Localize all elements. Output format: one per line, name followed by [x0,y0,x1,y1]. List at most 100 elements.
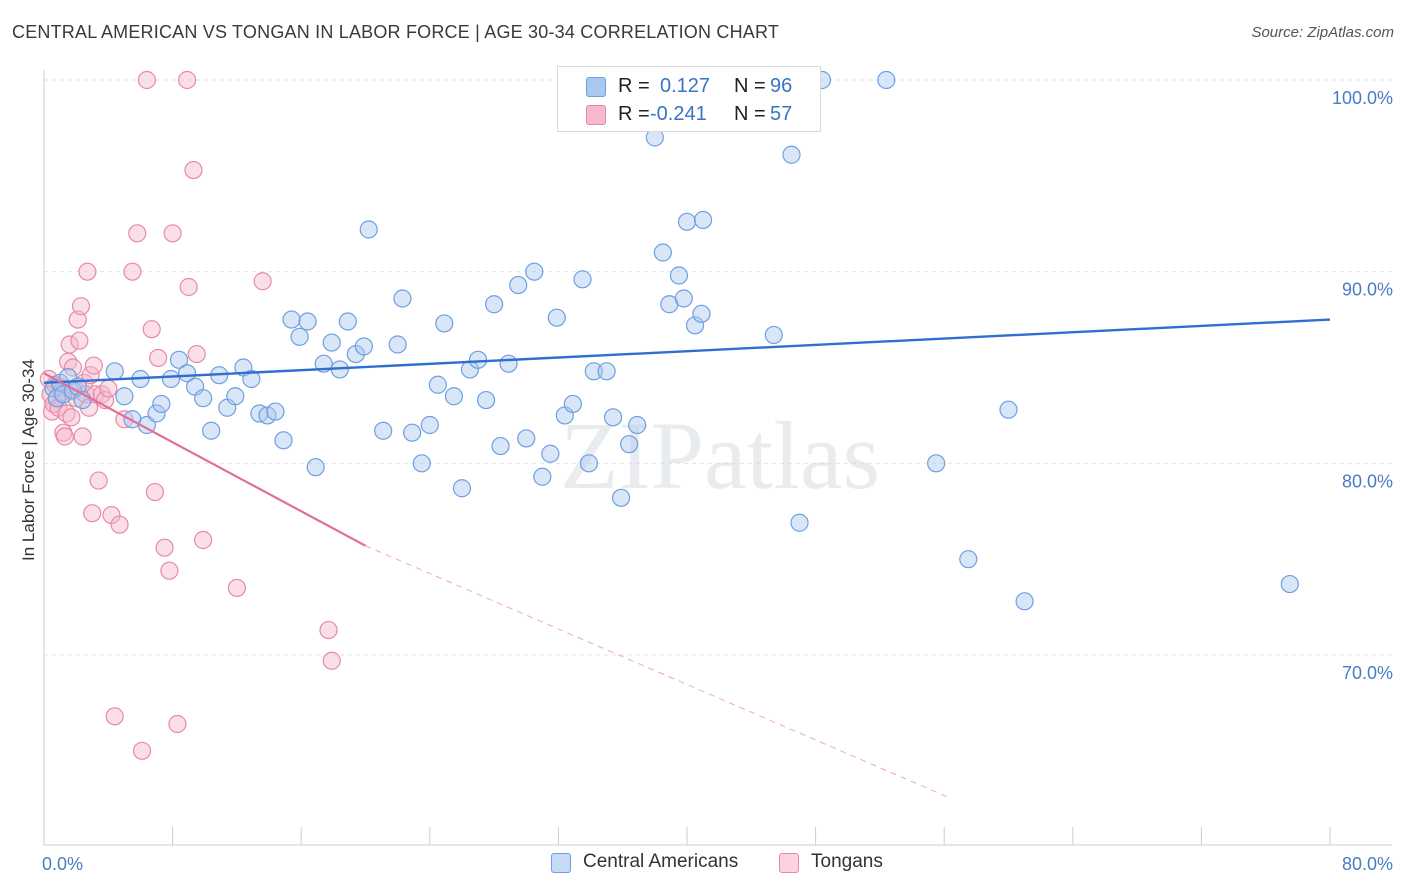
central-americans-trend-line [43,318,1331,385]
central-american-point [354,337,373,356]
central-american-point [388,335,407,354]
tongan-point [78,262,97,281]
central-american-point [194,389,213,408]
legend-r-label: R = [618,103,650,125]
central-american-point [790,513,809,532]
central-american-point [266,402,285,421]
central-american-point [202,421,221,440]
central-american-point [677,212,697,231]
central-american-point [1015,592,1034,611]
tongans-series [39,70,341,760]
trend-lines [43,318,1331,798]
central-american-point [764,325,783,345]
legend-r-value: 0.127 [660,75,711,97]
central-american-point [499,354,518,373]
central-american-point [54,385,73,404]
tongan-point [142,320,161,339]
central-american-point [999,400,1018,419]
legend-row-tongans: R = -0.241 N = 57 [558,101,820,129]
tongan-point [110,515,129,534]
y-axis-label: In Labor Force | Age 30-34 [19,359,38,561]
central-american-point [169,350,189,369]
central-american-point [282,310,301,329]
central-american-point [692,304,711,323]
legend-r-value: -0.241 [650,103,707,125]
central-american-point [653,243,672,262]
legend-n-value: 96 [770,75,793,97]
tongan-point [168,714,187,734]
central-american-point [525,262,544,281]
legend-row-central-americans: R = 0.127 N = 96 [558,73,820,101]
central-american-point [533,467,552,486]
central-american-point [338,312,357,331]
legend-r-label: R = [618,75,650,97]
x-tick-labels: 0.0% 80.0% [42,854,1393,874]
central-american-point [290,327,309,346]
central-american-point [603,408,623,427]
tongan-point [99,379,118,398]
tongan-point [68,310,87,329]
legend-label: Central Americans [583,851,739,872]
central-american-point [541,444,560,463]
tongan-point [60,335,79,354]
central-american-point [177,364,197,383]
central-american-point [685,316,705,335]
central-american-point [620,435,639,454]
y-tick-label: 100.0% [1332,88,1393,108]
central-american-point [509,275,528,295]
central-american-point [563,394,582,414]
central-american-point [693,210,713,230]
tongan-point [322,651,341,670]
tongan-point [132,741,152,760]
central-american-point [1280,574,1299,594]
source-label: Source: ZipAtlas.com [1251,24,1394,41]
axes [43,70,1392,846]
tongan-point [184,160,203,180]
central-american-point [420,415,439,435]
chart-title: CENTRAL AMERICAN VS TONGAN IN LABOR FORC… [12,22,780,42]
central-american-point [597,362,616,381]
tongan-point [123,262,142,281]
central-american-point [584,362,603,381]
central-american-point [628,415,647,435]
central-american-point [115,387,134,406]
central-american-point [468,350,488,369]
tongan-point [160,561,179,580]
legend-label: Tongans [811,851,883,872]
tongan-point [163,224,182,243]
central-american-point [452,479,472,498]
central-american-point [359,220,378,239]
grid-lines [44,79,1392,656]
x-tick-label: 0.0% [42,854,83,874]
tongan-point [149,348,168,368]
legend-swatch-pink [779,853,799,873]
tongan-point [55,427,74,446]
central-american-point [393,289,412,308]
central-american-point [959,550,978,569]
central-american-point [298,312,317,331]
tongans-trend-extension [365,545,948,798]
tongan-point [253,272,272,291]
tongan-point [227,578,246,598]
tongan-point [179,277,198,297]
watermark: ZIPatlas [560,402,880,509]
tongan-point [62,408,81,427]
x-tick-label: 80.0% [1342,854,1393,874]
tongan-point [194,530,213,550]
tongan-point [105,707,124,726]
central-american-point [573,270,592,289]
tongan-point [187,344,206,364]
central-american-point [274,431,293,450]
central-american-point [877,70,896,90]
central-american-point [147,404,166,423]
central-american-point [782,145,801,164]
central-american-point [428,375,447,394]
central-american-point [491,436,510,456]
correlation-legend: R = 0.127 N = 96 R = -0.241 N = 57 [557,66,821,132]
y-tick-labels: 70.0% 80.0% 90.0% 100.0% [1332,88,1393,683]
tongans-trend-line [43,372,367,547]
central-american-point [547,308,566,327]
central-american-point [611,488,631,507]
tongan-point [128,224,147,243]
